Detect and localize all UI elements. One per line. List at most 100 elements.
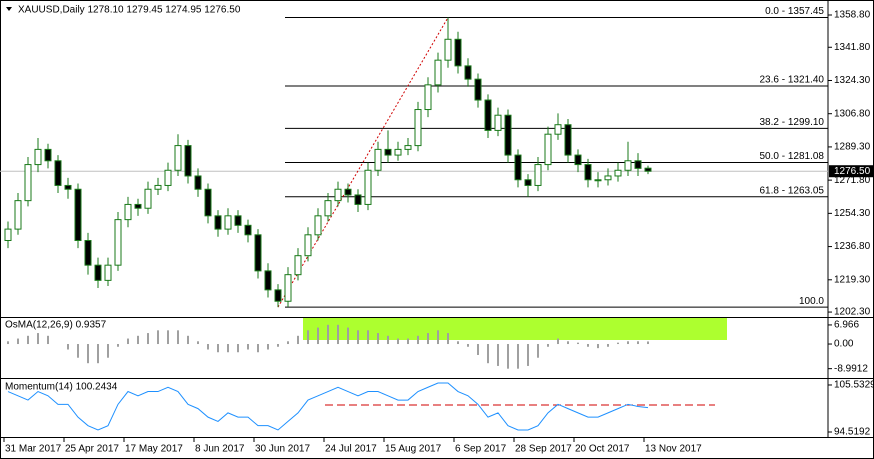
histogram-bar [287, 341, 289, 345]
candle-body [614, 169, 622, 177]
histogram-bar [537, 344, 539, 358]
indicator-title: Momentum(14) 100.2434 [5, 382, 118, 393]
histogram-bar [307, 330, 309, 345]
candle-body [274, 289, 282, 302]
x-tick-label: 28 Sep 2017 [515, 444, 572, 455]
histogram-bar [217, 344, 219, 353]
histogram-bar [447, 333, 449, 345]
histogram-bar [207, 344, 209, 350]
candle-body [244, 224, 252, 236]
fib-label: 38.2 - 1299.10 [760, 117, 825, 128]
candle-body [104, 264, 112, 281]
candle-body [624, 160, 632, 171]
histogram-bar [467, 344, 469, 347]
candle-body [254, 234, 262, 272]
candle-body [304, 234, 312, 257]
candle-body [134, 203, 142, 209]
y-tick-label: 94.5192 [834, 427, 871, 438]
y-tick-label: 1358.80 [834, 10, 871, 21]
histogram-bar [147, 333, 149, 345]
candle-body [94, 264, 102, 281]
histogram-bar [487, 344, 489, 364]
histogram-bar [457, 341, 459, 345]
candle-body [194, 175, 202, 190]
highlight-zone [303, 318, 727, 340]
histogram-bar [97, 344, 99, 364]
candle-body [114, 219, 122, 266]
candle-body [14, 200, 22, 230]
x-tick-label: 6 Sep 2017 [455, 444, 507, 455]
y-tick-label: 1219.30 [834, 274, 871, 285]
candle-body [564, 124, 572, 156]
candle-body [84, 240, 92, 266]
candle-body [464, 65, 472, 80]
histogram-bar [497, 344, 499, 366]
candle-body [434, 59, 442, 86]
x-tick-label: 20 Oct 2017 [575, 444, 630, 455]
chart-title: XAUUSD,Daily 1278.10 1279.45 1274.95 127… [18, 5, 241, 16]
histogram-bar [187, 335, 189, 345]
candle-body [284, 274, 292, 302]
histogram-bar [347, 327, 349, 345]
indicator-title: OsMA(12,26,9) 0.9357 [5, 320, 107, 331]
histogram-bar [67, 344, 69, 350]
histogram-bar [567, 341, 569, 345]
histogram-bar [597, 344, 599, 349]
candle-body [444, 38, 452, 61]
y-tick-label: 1306.80 [834, 108, 871, 119]
histogram-bar [397, 338, 399, 345]
histogram-bar [87, 344, 89, 364]
candle-body [184, 145, 192, 177]
histogram-bar [407, 338, 409, 345]
candle-body [594, 179, 602, 182]
fib-label: 23.6 - 1321.40 [760, 75, 825, 86]
candle-body [234, 215, 242, 226]
histogram-bar [127, 338, 129, 345]
histogram-bar [277, 344, 279, 347]
candle-body [4, 228, 12, 242]
histogram-bar [137, 335, 139, 345]
histogram-bar [517, 344, 519, 369]
candle-body [484, 99, 492, 131]
histogram-bar [337, 324, 339, 345]
histogram-bar [317, 327, 319, 345]
y-tick-label: 1324.30 [834, 75, 871, 86]
histogram-bar [547, 344, 549, 347]
histogram-bar [637, 341, 639, 345]
candle-body [314, 215, 322, 236]
y-tick-label: 1271.80 [834, 175, 871, 186]
histogram-bar [327, 324, 329, 345]
candle-body [384, 148, 392, 156]
histogram-bar [557, 338, 559, 345]
candle-body [474, 78, 482, 101]
histogram-bar [427, 333, 429, 345]
histogram-bar [617, 342, 619, 345]
histogram-bar [627, 341, 629, 345]
histogram-bar [477, 344, 479, 355]
candle-body [24, 164, 32, 202]
histogram-bar [27, 335, 29, 345]
candle-body [584, 164, 592, 181]
candle-body [374, 148, 382, 171]
x-tick-label: 31 Mar 2017 [5, 444, 62, 455]
histogram-bar [257, 344, 259, 353]
histogram-bar [417, 335, 419, 345]
histogram-bar [647, 341, 649, 345]
fib-label: 100.0 [799, 296, 824, 307]
histogram-bar [367, 330, 369, 345]
histogram-bar [157, 330, 159, 345]
histogram-bar [437, 330, 439, 345]
y-tick-label: 1254.30 [834, 208, 871, 219]
candle-body [144, 188, 152, 209]
histogram-bar [77, 344, 79, 358]
candle-body [124, 203, 132, 221]
histogram-bar [507, 344, 509, 369]
candle-body [44, 148, 52, 162]
candle-body [164, 169, 172, 186]
candle-body [64, 184, 72, 190]
candle-body [544, 133, 552, 166]
histogram-bar [247, 344, 249, 350]
x-tick-label: 13 Nov 2017 [645, 444, 702, 455]
y-tick-label: 1289.30 [834, 142, 871, 153]
histogram-bar [47, 335, 49, 345]
